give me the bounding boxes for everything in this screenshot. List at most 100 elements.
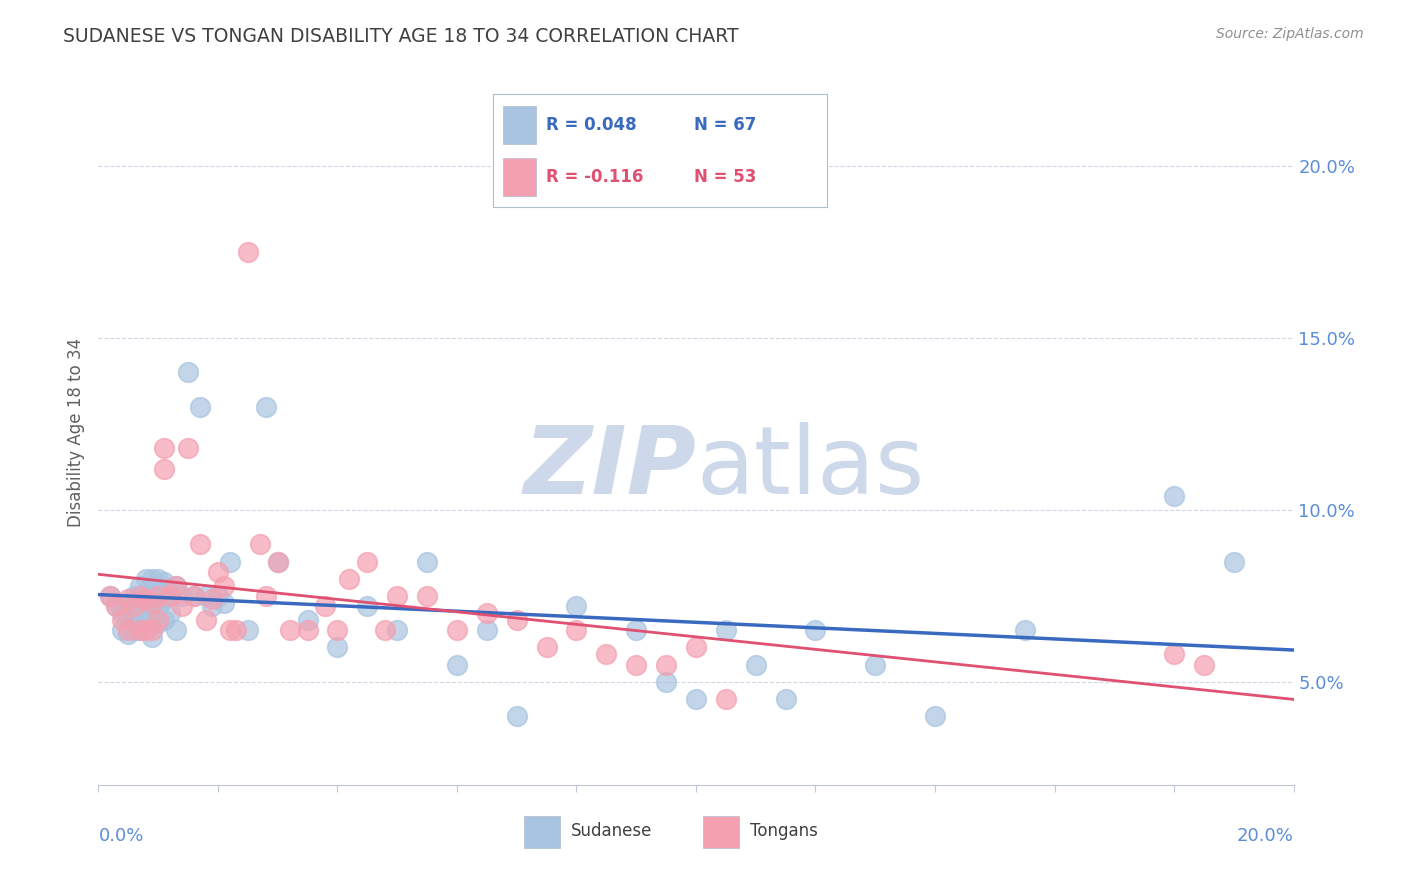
Point — [183, 589, 205, 603]
Point — [188, 400, 211, 414]
Point — [124, 606, 146, 620]
Point — [141, 596, 163, 610]
Point — [356, 555, 378, 569]
Point — [536, 640, 558, 655]
Point — [148, 589, 170, 603]
Point — [254, 400, 277, 414]
Point — [159, 585, 181, 599]
Point — [165, 578, 187, 592]
Point — [124, 589, 146, 603]
Point — [117, 596, 139, 610]
Point — [236, 245, 259, 260]
Point — [117, 592, 139, 607]
Point — [129, 592, 152, 607]
Point — [129, 578, 152, 592]
Point — [219, 555, 242, 569]
Point — [129, 606, 152, 620]
Point — [201, 599, 224, 614]
Point — [219, 624, 242, 638]
Point — [141, 613, 163, 627]
Point — [141, 599, 163, 614]
Point — [124, 624, 146, 638]
Point — [135, 592, 157, 607]
Point — [745, 657, 768, 672]
Point — [212, 578, 235, 592]
Point — [297, 624, 319, 638]
Point — [626, 657, 648, 672]
Point — [339, 572, 361, 586]
Point — [385, 624, 409, 638]
Point — [141, 630, 163, 644]
Point — [148, 585, 170, 599]
Point — [356, 599, 378, 614]
Point — [165, 624, 187, 638]
Point — [195, 613, 218, 627]
Point — [225, 624, 247, 638]
Point — [565, 624, 588, 638]
Point — [385, 589, 409, 603]
Point — [1163, 489, 1185, 503]
Point — [685, 640, 707, 655]
Point — [105, 599, 128, 614]
Point — [278, 624, 301, 638]
Point — [135, 616, 157, 631]
Point — [172, 589, 194, 603]
Point — [865, 657, 887, 672]
Point — [626, 624, 648, 638]
Point — [1163, 648, 1185, 662]
Point — [141, 624, 163, 638]
Point — [201, 592, 224, 607]
Point — [714, 624, 737, 638]
Point — [446, 657, 468, 672]
Point — [135, 624, 157, 638]
Point — [117, 626, 139, 640]
Point — [416, 555, 439, 569]
Point — [207, 565, 229, 579]
Text: atlas: atlas — [696, 422, 924, 514]
Point — [153, 613, 176, 627]
Point — [135, 572, 157, 586]
Point — [111, 613, 134, 627]
Text: SUDANESE VS TONGAN DISABILITY AGE 18 TO 34 CORRELATION CHART: SUDANESE VS TONGAN DISABILITY AGE 18 TO … — [63, 27, 740, 45]
Text: ZIP: ZIP — [523, 422, 696, 514]
Point — [129, 624, 152, 638]
Point — [267, 555, 290, 569]
Point — [506, 709, 529, 723]
Point — [1014, 624, 1036, 638]
Point — [129, 624, 152, 638]
Point — [475, 624, 498, 638]
Point — [98, 589, 122, 603]
Point — [207, 589, 229, 603]
Point — [135, 599, 157, 614]
Point — [685, 692, 707, 706]
Point — [148, 572, 170, 586]
Point — [153, 461, 176, 475]
Point — [565, 599, 588, 614]
Point — [326, 640, 349, 655]
Point — [804, 624, 827, 638]
Point — [141, 585, 163, 599]
Point — [153, 441, 176, 455]
Point — [159, 589, 181, 603]
Point — [595, 648, 617, 662]
Point — [212, 596, 235, 610]
Y-axis label: Disability Age 18 to 34: Disability Age 18 to 34 — [66, 338, 84, 527]
Point — [374, 624, 396, 638]
Point — [254, 589, 277, 603]
Point — [446, 624, 468, 638]
Point — [135, 585, 157, 599]
Point — [315, 599, 337, 614]
Point — [655, 657, 678, 672]
Point — [148, 613, 170, 627]
Text: Source: ZipAtlas.com: Source: ZipAtlas.com — [1216, 27, 1364, 41]
Point — [924, 709, 946, 723]
Point — [416, 589, 439, 603]
Point — [195, 589, 218, 603]
Point — [117, 609, 139, 624]
Text: 20.0%: 20.0% — [1237, 827, 1294, 845]
Point — [714, 692, 737, 706]
Point — [655, 674, 678, 689]
Point — [236, 624, 259, 638]
Point — [111, 606, 134, 620]
Point — [177, 441, 200, 455]
